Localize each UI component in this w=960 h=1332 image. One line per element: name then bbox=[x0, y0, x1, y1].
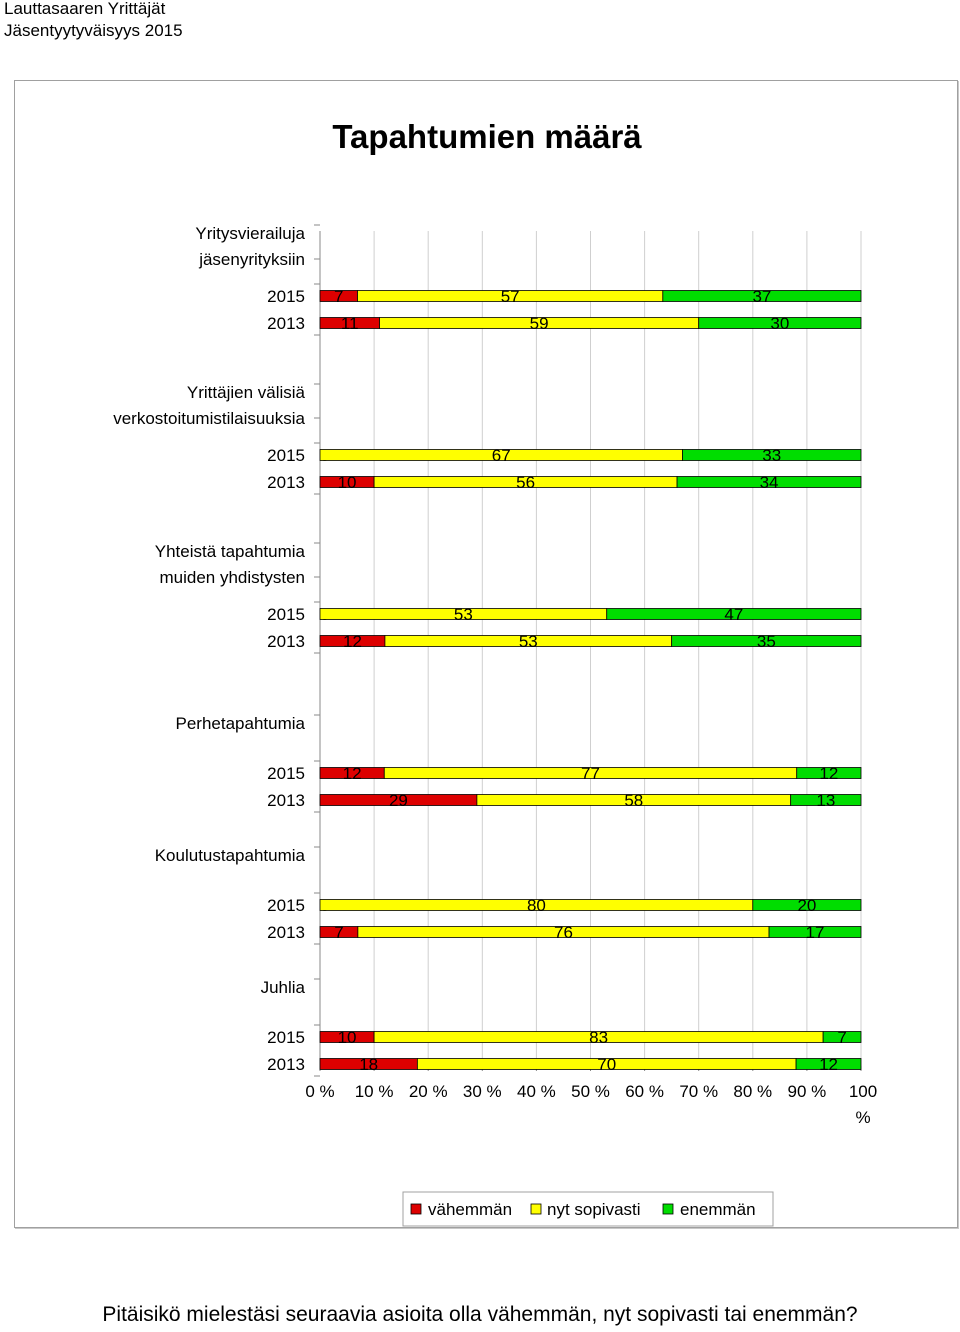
year-label: 2015 bbox=[267, 287, 305, 306]
x-tick-label: 40 % bbox=[517, 1082, 556, 1101]
legend-label: vähemmän bbox=[428, 1200, 512, 1219]
legend-swatch bbox=[662, 1203, 674, 1215]
data-label: 77 bbox=[581, 764, 600, 783]
data-label: 10 bbox=[338, 473, 357, 492]
data-label: 7 bbox=[334, 287, 343, 306]
x-tick-label: 90 % bbox=[788, 1082, 827, 1101]
data-label: 7 bbox=[837, 1028, 846, 1047]
survey-question: Pitäisikö mielestäsi seuraavia asioita o… bbox=[102, 1303, 858, 1326]
data-label: 53 bbox=[519, 632, 538, 651]
data-label: 59 bbox=[530, 314, 549, 333]
data-label: 33 bbox=[762, 446, 781, 465]
data-label: 57 bbox=[501, 287, 520, 306]
bar-segment-enemman bbox=[752, 899, 862, 911]
category-label: Perhetapahtumia bbox=[176, 714, 306, 733]
chart-frame: Tapahtumien määrä 0 % 10 % 20 % 30 % 40 % 50 %… bbox=[14, 80, 958, 1228]
legend-label: nyt sopivasti bbox=[547, 1200, 641, 1219]
x-tick-label: % bbox=[855, 1108, 870, 1127]
x-tick-label: 70 % bbox=[679, 1082, 718, 1101]
bar-segment-enemman bbox=[822, 1031, 862, 1043]
data-label: 76 bbox=[554, 923, 573, 942]
x-tick-label: 80 % bbox=[733, 1082, 772, 1101]
data-label: 53 bbox=[454, 605, 473, 624]
data-label: 34 bbox=[760, 473, 779, 492]
data-label: 12 bbox=[819, 764, 838, 783]
year-label: 2015 bbox=[267, 896, 305, 915]
data-label: 13 bbox=[816, 791, 835, 810]
year-label: 2015 bbox=[267, 446, 305, 465]
year-label: 2013 bbox=[267, 923, 305, 942]
category-label: Juhlia bbox=[261, 978, 306, 997]
data-label: 18 bbox=[359, 1055, 378, 1074]
x-tick-label: 100 bbox=[849, 1082, 877, 1101]
x-tick-label: 20 % bbox=[409, 1082, 448, 1101]
data-label: 35 bbox=[757, 632, 776, 651]
organization-name: Lauttasaaren Yrittäjät bbox=[4, 0, 166, 18]
data-label: 12 bbox=[343, 764, 362, 783]
year-label: 2015 bbox=[267, 1028, 305, 1047]
bar-segment-enemman bbox=[796, 767, 862, 779]
data-label: 47 bbox=[724, 605, 743, 624]
year-label: 2013 bbox=[267, 314, 305, 333]
data-label: 7 bbox=[334, 923, 343, 942]
bar-segment-enemman bbox=[795, 1058, 862, 1070]
legend-label: enemmän bbox=[680, 1200, 756, 1219]
survey-name: Jäsentyytyväisyys 2015 bbox=[4, 21, 183, 40]
chart-title: Tapahtumien määrä bbox=[332, 118, 642, 155]
bar-segment-enemman bbox=[671, 635, 862, 647]
category-label: muiden yhdistysten bbox=[159, 568, 305, 587]
bar-segment-enemman bbox=[662, 290, 862, 302]
legend-swatch bbox=[530, 1203, 542, 1215]
data-label: 70 bbox=[597, 1055, 616, 1074]
data-label: 37 bbox=[752, 287, 771, 306]
category-label: Koulutustapahtumia bbox=[155, 846, 306, 865]
data-label: 12 bbox=[819, 1055, 838, 1074]
year-label: 2015 bbox=[267, 605, 305, 624]
bar-segment-enemman bbox=[768, 926, 862, 938]
bar-segment-enemman bbox=[682, 449, 862, 461]
bar-segment-enemman bbox=[606, 608, 862, 620]
category-label: Yritysvierailuja bbox=[195, 224, 305, 243]
bar-segment-enemman bbox=[698, 317, 862, 329]
data-label: 80 bbox=[527, 896, 546, 915]
x-tick-label: 10 % bbox=[355, 1082, 394, 1101]
bar-segment-enemman bbox=[790, 794, 862, 806]
x-tick-label: 30 % bbox=[463, 1082, 502, 1101]
category-label: Yhteistä tapahtumia bbox=[155, 542, 306, 561]
year-label: 2013 bbox=[267, 632, 305, 651]
stacked-bar-chart: Tapahtumien määrä 0 % 10 % 20 % 30 % 40 % 50 %… bbox=[113, 118, 877, 1227]
data-label: 10 bbox=[338, 1028, 357, 1047]
x-tick-label: 50 % bbox=[571, 1082, 610, 1101]
data-label: 11 bbox=[341, 314, 359, 333]
data-label: 29 bbox=[389, 791, 408, 810]
data-label: 67 bbox=[492, 446, 511, 465]
year-label: 2015 bbox=[267, 764, 305, 783]
data-label: 30 bbox=[770, 314, 789, 333]
year-label: 2013 bbox=[267, 473, 305, 492]
data-label: 83 bbox=[589, 1028, 608, 1047]
data-label: 17 bbox=[806, 923, 825, 942]
data-label: 20 bbox=[797, 896, 816, 915]
year-label: 2013 bbox=[267, 1055, 305, 1074]
category-label: verkostoitumistilaisuuksia bbox=[113, 409, 305, 428]
legend-swatch bbox=[410, 1203, 422, 1215]
category-label: Yrittäjien välisiä bbox=[187, 383, 306, 402]
data-label: 12 bbox=[343, 632, 362, 651]
category-label: jäsenyrityksiin bbox=[198, 250, 305, 269]
x-tick-label: 60 % bbox=[625, 1082, 664, 1101]
x-tick-label: 0 % bbox=[305, 1082, 334, 1101]
bar-segment-enemman bbox=[676, 476, 862, 488]
year-label: 2013 bbox=[267, 791, 305, 810]
data-label: 56 bbox=[516, 473, 535, 492]
legend-box bbox=[402, 1191, 774, 1227]
data-label: 58 bbox=[624, 791, 643, 810]
